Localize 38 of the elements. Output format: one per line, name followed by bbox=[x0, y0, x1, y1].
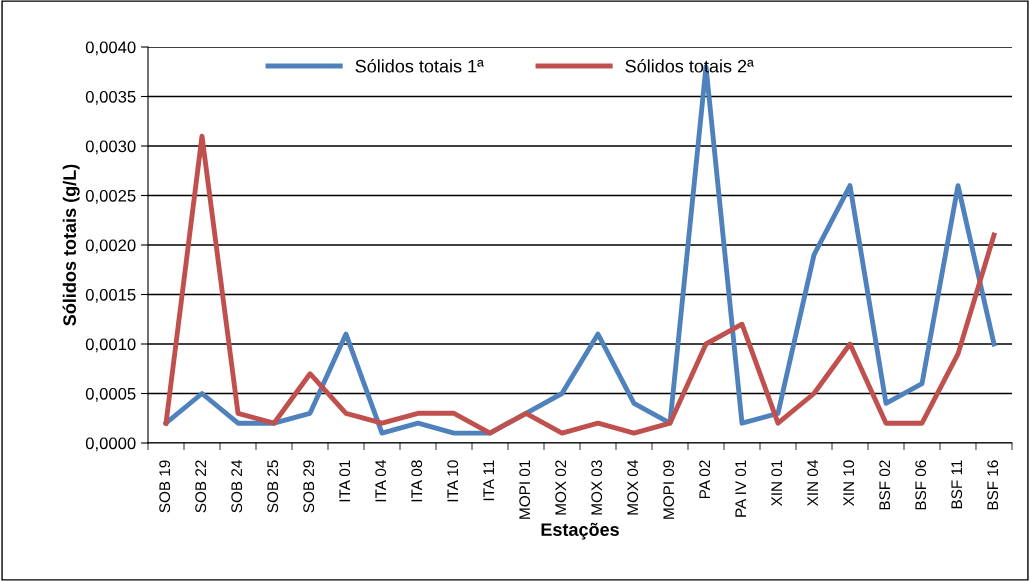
x-tick-label: SOB 22 bbox=[195, 460, 207, 513]
x-tick-label: ITA 01 bbox=[339, 460, 351, 502]
x-tick-label: BSF 11 bbox=[951, 460, 963, 509]
y-tick-label: 0,0015 bbox=[85, 288, 136, 303]
x-tick-label: SOB 29 bbox=[303, 460, 315, 513]
y-tick-label: 0,0025 bbox=[85, 189, 136, 204]
x-tick-label: MOPI 01 bbox=[519, 460, 531, 519]
x-tick-label: PA 02 bbox=[699, 460, 711, 499]
x-tick-label: SOB 19 bbox=[159, 460, 171, 513]
x-tick-label: BSF 16 bbox=[987, 460, 999, 510]
x-tick-label: MOPI 09 bbox=[663, 460, 675, 519]
x-tick-label: SOB 24 bbox=[231, 460, 243, 513]
x-tick-label: MOX 03 bbox=[591, 460, 603, 515]
x-tick-label: XIN 04 bbox=[807, 460, 819, 507]
y-tick-label: 0,0030 bbox=[85, 140, 136, 155]
legend-label: Sólidos totais 1ª bbox=[355, 59, 484, 73]
x-tick-label: XIN 10 bbox=[843, 460, 855, 507]
x-tick-label: BSF 02 bbox=[879, 460, 891, 510]
x-axis-title: Estações bbox=[541, 522, 619, 540]
x-tick-label: ITA 10 bbox=[447, 460, 459, 502]
x-tick-label: XIN 01 bbox=[771, 460, 783, 507]
x-tick-label: ITA 08 bbox=[411, 460, 423, 502]
x-tick-label: MOX 02 bbox=[555, 460, 567, 515]
line-series bbox=[163, 133, 997, 436]
x-tick-label: ITA 04 bbox=[375, 460, 387, 502]
y-tick-label: 0,0040 bbox=[85, 41, 136, 56]
x-tick-label: MOX 04 bbox=[627, 460, 639, 515]
y-axis-title: Sólidos totais (g/L) bbox=[62, 164, 80, 326]
y-tick-label: 0,0000 bbox=[85, 437, 136, 452]
legend-label: Sólidos totais 2ª bbox=[625, 59, 754, 73]
y-tick-label: 0,0035 bbox=[85, 90, 136, 105]
y-tick-label: 0,0005 bbox=[85, 387, 136, 402]
x-tick-label: PA IV 01 bbox=[735, 460, 747, 517]
x-tick-label: ITA 11 bbox=[483, 460, 494, 501]
y-tick-label: 0,0010 bbox=[85, 338, 136, 353]
x-tick-label: SOB 25 bbox=[267, 460, 279, 513]
y-tick-label: 0,0020 bbox=[85, 239, 136, 254]
x-tick-label: BSF 06 bbox=[915, 460, 927, 510]
